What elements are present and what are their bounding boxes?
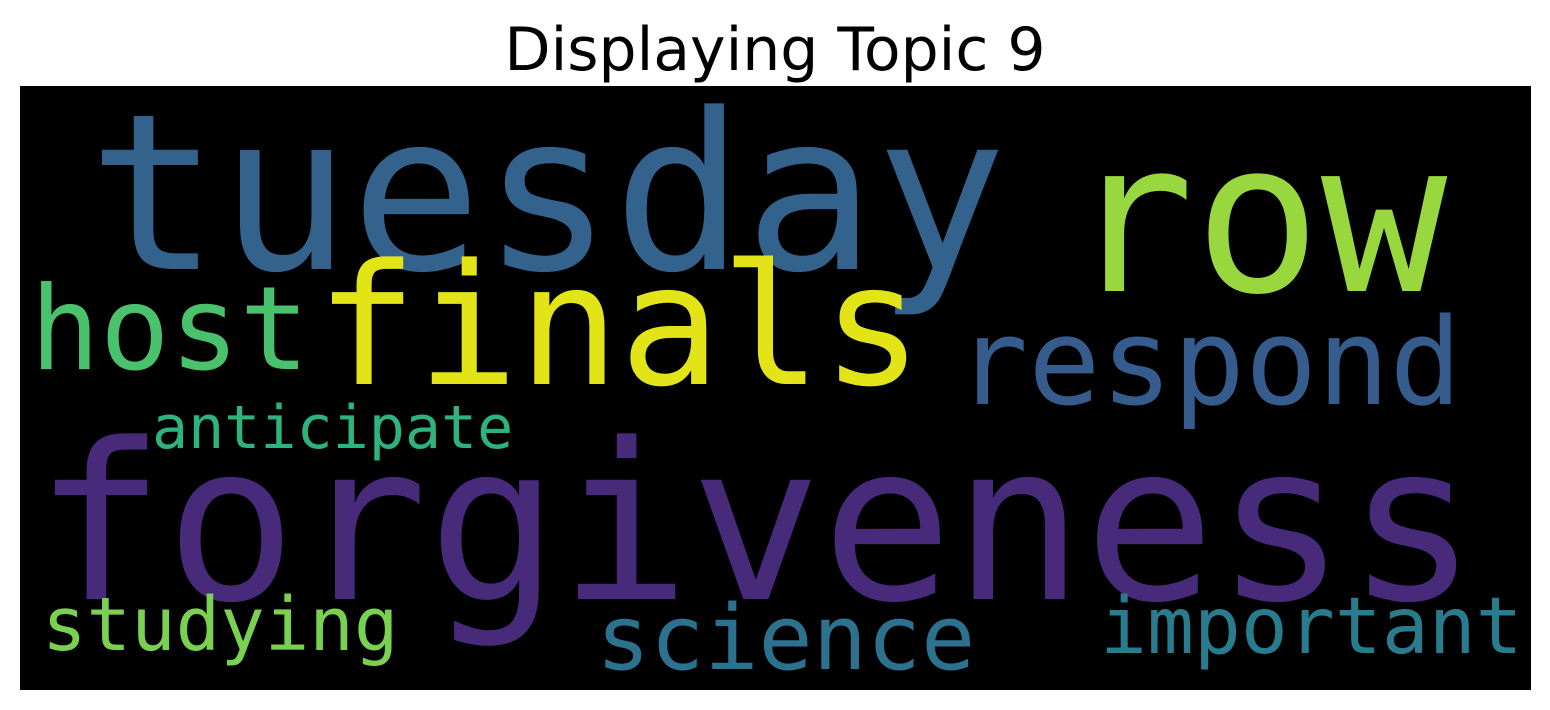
word-important: important bbox=[1100, 582, 1523, 672]
word-host: host bbox=[30, 262, 310, 397]
word-forgiveness: forgiveness bbox=[34, 398, 1478, 651]
word-anticipate: anticipate bbox=[152, 393, 514, 463]
word-row: row bbox=[1068, 96, 1448, 341]
figure-title: Displaying Topic 9 bbox=[504, 15, 1046, 85]
wordcloud-canvas: tuesday row host finals respond anticipa… bbox=[20, 86, 1531, 690]
word-science: science bbox=[596, 586, 976, 690]
word-finals: finals bbox=[316, 228, 923, 424]
word-respond: respond bbox=[956, 294, 1462, 433]
word-studying: studying bbox=[42, 582, 399, 668]
word-tuesday: tuesday bbox=[88, 86, 1007, 321]
